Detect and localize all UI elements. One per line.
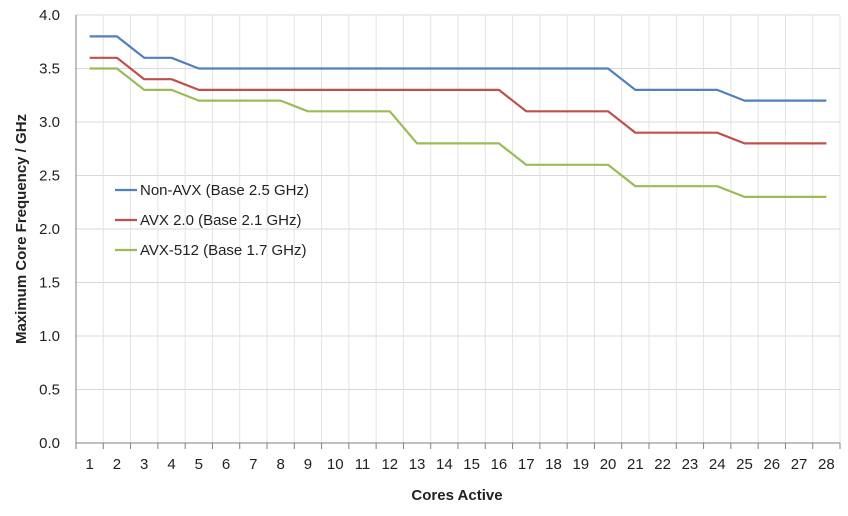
x-tick-label: 27: [791, 456, 808, 473]
x-tick-label: 15: [463, 456, 480, 473]
series-line-1: [89, 35, 827, 102]
axes: 0.00.51.01.52.02.53.03.54.01 2 3 4 5 6 7 8 9 10 11…: [39, 7, 841, 473]
x-tick-label: 8: [276, 456, 284, 473]
y-tick-label: 2.5: [39, 168, 60, 185]
x-tick-label: 16: [491, 456, 508, 473]
grid: [76, 14, 841, 443]
x-tick-label: 20: [600, 456, 617, 473]
x-tick-label: 22: [654, 456, 671, 473]
legend-label: AVX 2.0 (Base 2.1 GHz): [140, 212, 301, 229]
legend-label: Non-AVX (Base 2.5 GHz): [140, 182, 309, 199]
x-axis-title: Cores Active: [411, 487, 502, 504]
x-tick-label: 12: [381, 456, 398, 473]
x-tick-label: 19: [572, 456, 589, 473]
x-tick-label: 18: [545, 456, 562, 473]
x-tick-label: 17: [518, 456, 535, 473]
y-tick-label: 2.0: [39, 221, 60, 238]
x-tick-label: 10: [327, 456, 344, 473]
y-axis-title: Maximum Core Frequency / GHz: [13, 114, 30, 344]
legend-label: AVX-512 (Base 1.7 GHz): [140, 242, 306, 259]
x-tick-label: 13: [409, 456, 426, 473]
x-tick-label: 9: [304, 456, 312, 473]
x-tick-label: 6: [222, 456, 230, 473]
y-tick-label: 3.5: [39, 61, 60, 78]
x-tick-label: 2: [113, 456, 121, 473]
x-tick-label: 11: [355, 456, 371, 473]
x-tick-label: 26: [763, 456, 780, 473]
series-line-2: [89, 56, 827, 145]
x-tick-label: 28: [818, 456, 835, 473]
y-tick-label: 1.0: [39, 328, 60, 345]
x-tick-label: 4: [167, 456, 175, 473]
x-tick-label: 14: [436, 456, 453, 473]
x-tick-label: 21: [627, 456, 644, 473]
x-tick-label: 25: [736, 456, 753, 473]
y-tick-label: 0.5: [39, 382, 60, 399]
y-tick-label: 3.0: [39, 114, 60, 131]
y-tick-label: 0.0: [39, 435, 60, 452]
legend: Non-AVX (Base 2.5 GHz) AVX 2.0 (Base 2.1 …: [115, 182, 309, 259]
x-tick-label: 5: [195, 456, 203, 473]
x-tick-label: 24: [709, 456, 726, 473]
y-tick-label: 4.0: [39, 7, 60, 24]
series-lines: [89, 35, 827, 198]
series-line-3: [89, 67, 827, 198]
x-tick-label: 1: [85, 456, 93, 473]
x-tick-label: 23: [682, 456, 699, 473]
y-tick-label: 1.5: [39, 275, 60, 292]
x-tick-label: 3: [140, 456, 148, 473]
x-tick-label: 7: [249, 456, 257, 473]
